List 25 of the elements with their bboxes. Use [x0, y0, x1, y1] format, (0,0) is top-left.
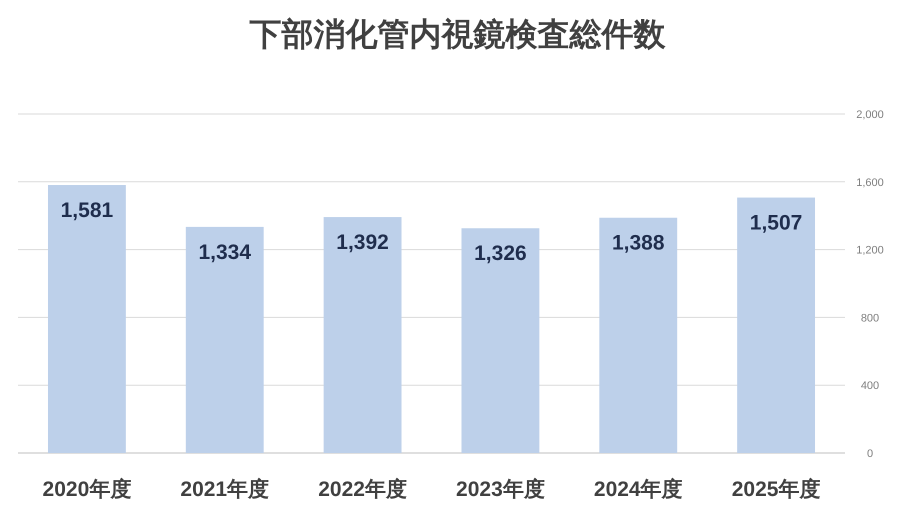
x-tick-label: 2023年度 — [456, 477, 545, 501]
chart-title: 下部消化管内視鏡検査総件数 — [248, 16, 666, 52]
x-tick-label: 2021年度 — [180, 477, 270, 501]
y-tick-label: 1,200 — [856, 244, 884, 257]
x-tick-label: 2024年度 — [594, 477, 683, 501]
data-label: 1,388 — [612, 232, 665, 255]
data-label: 1,326 — [474, 242, 527, 266]
x-tick-label: 2020年度 — [42, 477, 132, 501]
data-label: 1,334 — [198, 240, 252, 264]
bar — [461, 228, 540, 453]
bar — [324, 217, 402, 453]
y-tick-label: 1,600 — [856, 176, 884, 189]
x-tick-label: 2022年度 — [318, 477, 407, 501]
bar — [737, 198, 816, 453]
y-tick-label: 800 — [860, 312, 880, 324]
data-label: 1,392 — [336, 231, 389, 254]
bar — [599, 218, 678, 453]
x-tick-label: 2025年度 — [732, 477, 820, 501]
y-tick-label: 400 — [860, 380, 880, 392]
data-label: 1,581 — [60, 199, 114, 222]
data-label: 1,507 — [750, 212, 802, 235]
y-tick-label: 0 — [866, 448, 874, 460]
y-tick-label: 2,000 — [856, 109, 884, 121]
bar — [48, 185, 126, 453]
bar — [186, 226, 264, 453]
